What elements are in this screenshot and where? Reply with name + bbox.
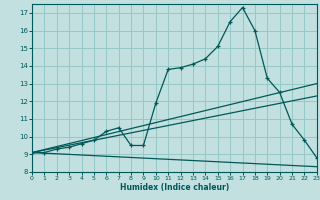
- X-axis label: Humidex (Indice chaleur): Humidex (Indice chaleur): [120, 183, 229, 192]
